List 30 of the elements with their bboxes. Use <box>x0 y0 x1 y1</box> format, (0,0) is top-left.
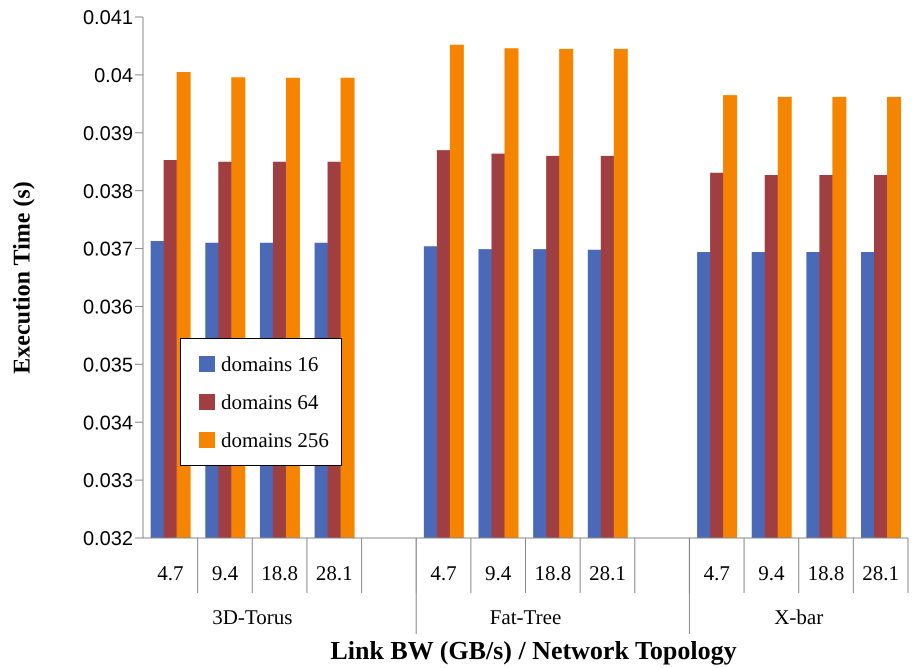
y-axis-title: Execution Time (s) <box>10 181 36 374</box>
x-tick-label: 9.4 <box>212 561 239 585</box>
x-tick-label: 18.8 <box>534 561 572 585</box>
legend-label: domains 64 <box>221 389 318 416</box>
legend-label: domains 16 <box>221 351 318 378</box>
y-tick-label: 0.036 <box>82 296 133 319</box>
x-tick-label: 28.1 <box>316 561 353 585</box>
text: X-bar <box>774 605 824 629</box>
y-tick-label: 0.032 <box>82 528 133 550</box>
x-tick-label: 28.1 <box>589 561 626 585</box>
text: Fat-Tree <box>490 605 562 629</box>
y-tick-label: 0.038 <box>82 180 133 203</box>
x-tick-label: 18.8 <box>808 561 844 585</box>
x-tick-label: 4.7 <box>430 561 457 585</box>
y-tick-label: 0.041 <box>82 7 133 30</box>
y-tick-label: 0.034 <box>82 412 133 434</box>
y-tick-label: 0.039 <box>82 122 133 145</box>
y-tick-label: 0.04 <box>94 64 133 87</box>
x-tick-label: 4.7 <box>704 561 730 585</box>
y-tick-label: 0.033 <box>82 470 133 492</box>
x-axis-title: Link BW (GB/s) / Network Topology <box>329 636 738 666</box>
y-tick-label: 0.037 <box>82 238 133 261</box>
x-tick-label: 9.4 <box>758 561 786 585</box>
text: 3D-Torus <box>212 605 292 629</box>
x-tick-label: 18.8 <box>261 561 298 585</box>
x-tick-label: 9.4 <box>485 561 512 585</box>
x-tick-label: 4.7 <box>157 561 184 585</box>
x-tick-label: 28.1 <box>862 561 900 585</box>
legend-label: domains 256 <box>221 427 329 454</box>
y-tick-label: 0.035 <box>82 354 133 376</box>
